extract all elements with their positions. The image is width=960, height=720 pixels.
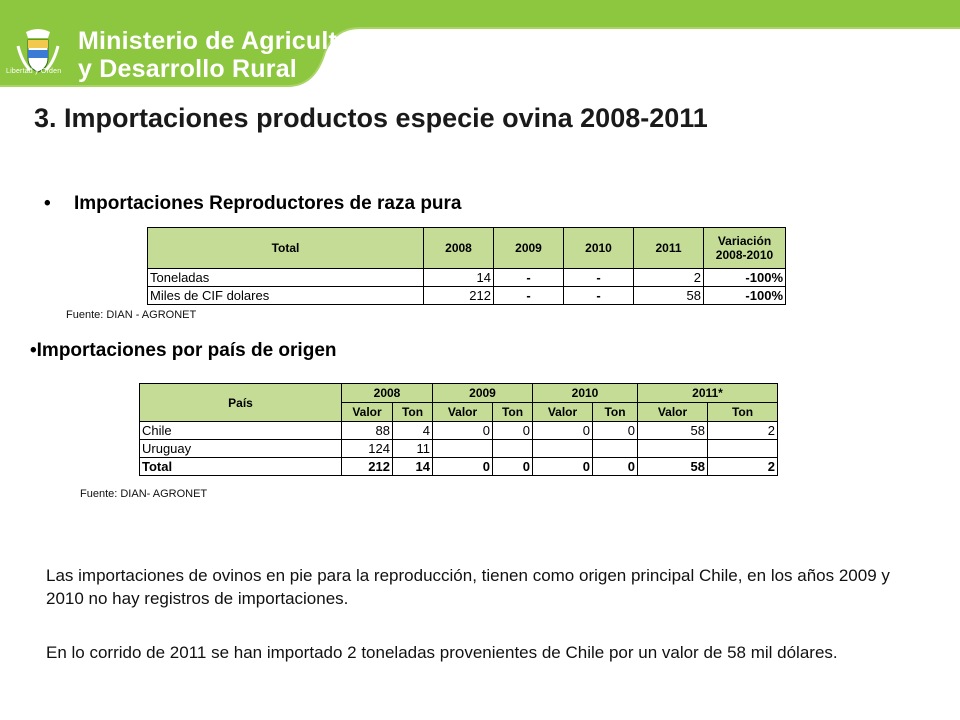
- source-note-1: Fuente: DIAN - AGRONET: [66, 309, 197, 321]
- source-note-2: Fuente: DIAN- AGRONET: [80, 488, 208, 500]
- cell-value: 0: [432, 457, 493, 476]
- cell-value: [492, 439, 533, 458]
- table-row: Toneladas 14 - - 2 -100%: [147, 268, 786, 287]
- subheader-ton: Ton: [492, 402, 533, 422]
- header-2011: 2011: [633, 227, 704, 269]
- section-heading-pais: •Importaciones por país de origen: [30, 340, 337, 361]
- header-year-2011: 2011*: [637, 383, 778, 403]
- header-year-2008: 2008: [341, 383, 433, 403]
- pais-origen-table: País 2008 2009 2010 2011* Valor Ton Valo…: [139, 383, 778, 476]
- cell-value: 0: [532, 457, 593, 476]
- cell-value: -: [563, 268, 634, 287]
- paragraph-1: Las importaciones de ovinos en pie para …: [46, 566, 890, 608]
- brand-line-2: y Desarrollo Rural: [78, 55, 297, 83]
- cell-value: [592, 439, 638, 458]
- cell-value: [637, 439, 708, 458]
- brand-line-1: Ministerio de Agricultura: [78, 27, 377, 55]
- cell-value: 0: [492, 421, 533, 440]
- header-green-band: [0, 0, 960, 87]
- subheader-ton: Ton: [707, 402, 778, 422]
- header-pais: País: [139, 383, 342, 422]
- cell-value: 0: [492, 457, 533, 476]
- cell-value: 14: [423, 268, 494, 287]
- header-total: Total: [147, 227, 424, 269]
- cell-value: 58: [633, 286, 704, 305]
- cell-value: 0: [592, 457, 638, 476]
- ministry-name: Ministerio de Agricultura y Desarrollo R…: [78, 27, 377, 83]
- cell-value: 212: [341, 457, 393, 476]
- row-label: Miles de CIF dolares: [147, 286, 424, 305]
- header-2009: 2009: [493, 227, 564, 269]
- cell-value: 88: [341, 421, 393, 440]
- subheader-valor: Valor: [432, 402, 493, 422]
- row-label: Chile: [139, 421, 342, 440]
- reproductores-table: Total 2008 2009 2010 2011 Variación 2008…: [147, 227, 786, 305]
- cell-value: -: [493, 268, 564, 287]
- table-total-row: Total 212 14 0 0 0 0 58 2: [139, 457, 778, 476]
- header-year-2009: 2009: [432, 383, 533, 403]
- subheader-valor: Valor: [637, 402, 708, 422]
- cell-value: -100%: [703, 268, 786, 287]
- row-label: Uruguay: [139, 439, 342, 458]
- cell-value: 0: [432, 421, 493, 440]
- cell-value: 0: [592, 421, 638, 440]
- cell-value: 212: [423, 286, 494, 305]
- cell-value: -100%: [703, 286, 786, 305]
- cell-value: 2: [633, 268, 704, 287]
- subheader-ton: Ton: [392, 402, 433, 422]
- ministry-header: Libertad y Orden Ministerio de Agricultu…: [0, 0, 960, 96]
- table-row: Chile 88 4 0 0 0 0 58 2: [139, 421, 778, 440]
- row-label: Toneladas: [147, 268, 424, 287]
- bullet-icon: •: [44, 193, 51, 214]
- cell-value: 11: [392, 439, 433, 458]
- cell-value: 4: [392, 421, 433, 440]
- subheader-ton: Ton: [592, 402, 638, 422]
- header-variacion: Variación 2008-2010: [703, 227, 786, 269]
- row-label: Total: [139, 457, 342, 476]
- cell-value: [707, 439, 778, 458]
- table-subheader-row: Valor Ton Valor Ton Valor Ton Valor Ton: [140, 402, 778, 422]
- header-year-2010: 2010: [532, 383, 638, 403]
- table-header-row: País 2008 2009 2010 2011*: [139, 383, 778, 422]
- cell-value: -: [563, 286, 634, 305]
- cell-value: 0: [532, 421, 593, 440]
- cell-value: 14: [392, 457, 433, 476]
- table-row: Miles de CIF dolares 212 - - 58 -100%: [147, 286, 786, 305]
- subheader-valor: Valor: [341, 402, 393, 422]
- cell-value: 124: [341, 439, 393, 458]
- cell-value: [532, 439, 593, 458]
- cell-value: 2: [707, 457, 778, 476]
- cell-value: 2: [707, 421, 778, 440]
- table-row: Uruguay 124 11: [139, 439, 778, 458]
- page-title: 3. Importaciones productos especie ovina…: [34, 103, 708, 133]
- cell-value: 58: [637, 421, 708, 440]
- cell-value: [432, 439, 493, 458]
- paragraph-2: En lo corrido de 2011 se han importado 2…: [46, 643, 838, 662]
- table-header-row: Total 2008 2009 2010 2011 Variación 2008…: [147, 227, 786, 269]
- header-2010: 2010: [563, 227, 634, 269]
- cell-value: -: [493, 286, 564, 305]
- header-2008: 2008: [423, 227, 494, 269]
- coat-of-arms-icon: [16, 29, 60, 73]
- section-heading-reproductores: • Importaciones Reproductores de raza pur…: [44, 193, 462, 215]
- subheader-valor: Valor: [532, 402, 593, 422]
- motto-text: Libertad y Orden: [6, 68, 62, 75]
- section-heading-text: Importaciones Reproductores de raza pura: [74, 193, 462, 214]
- cell-value: 58: [637, 457, 708, 476]
